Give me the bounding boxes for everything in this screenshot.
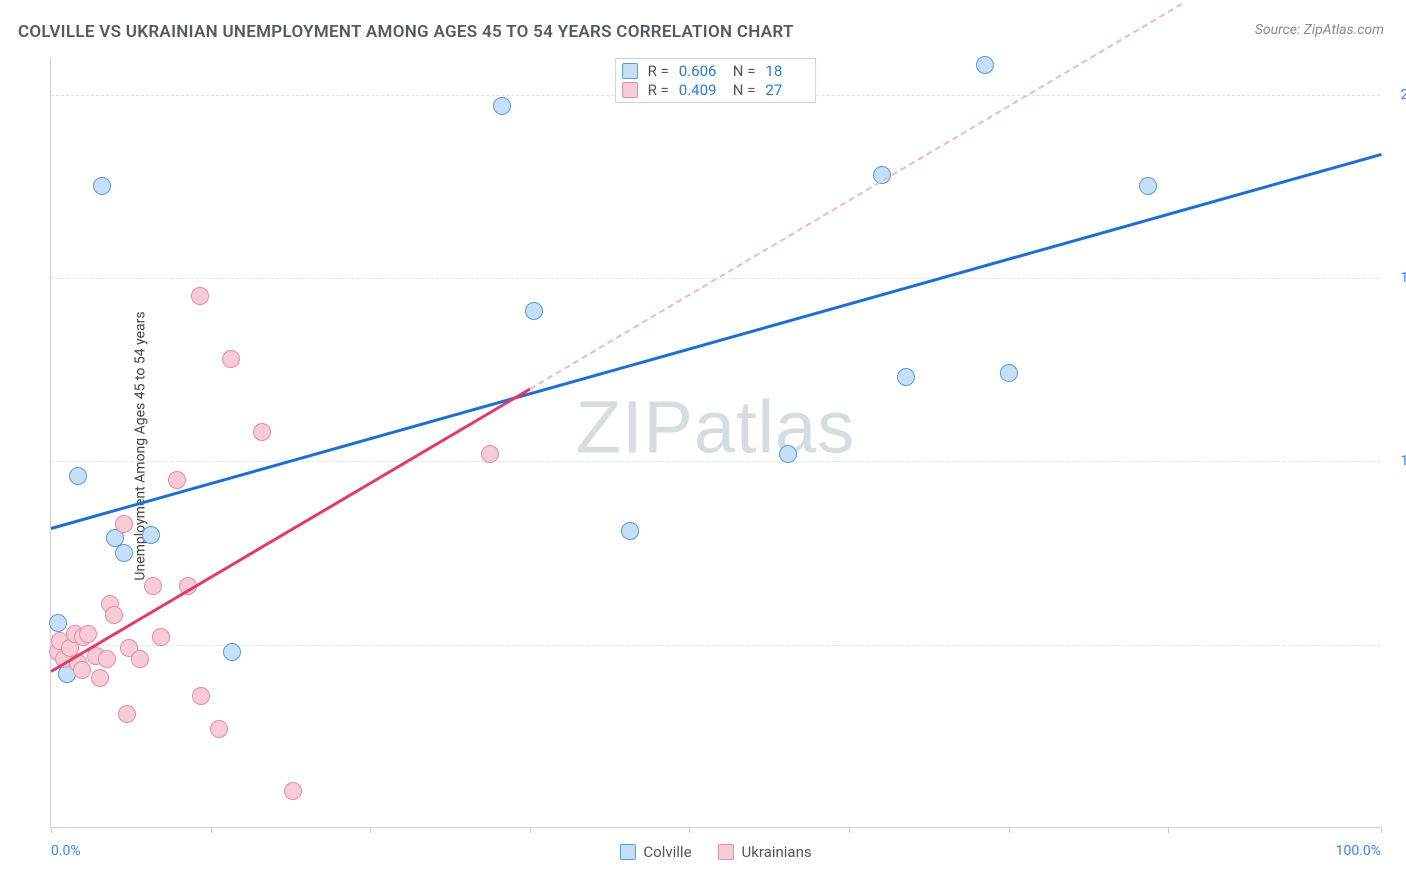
data-point bbox=[93, 177, 111, 195]
x-tick bbox=[849, 827, 850, 833]
x-tick bbox=[370, 827, 371, 833]
stat-r-value: 0.409 bbox=[679, 81, 723, 99]
legend-swatch bbox=[622, 82, 638, 98]
stat-n-value: 18 bbox=[765, 62, 809, 80]
x-tick-label: 100.0% bbox=[1336, 843, 1381, 859]
gridline bbox=[51, 461, 1380, 462]
legend-swatch bbox=[619, 844, 635, 860]
data-point bbox=[897, 368, 915, 386]
y-tick-label: 15.0% bbox=[1400, 270, 1406, 286]
stat-r-value: 0.606 bbox=[679, 62, 723, 80]
chart-header: COLVILLE VS UKRAINIAN UNEMPLOYMENT AMONG… bbox=[18, 22, 1384, 42]
stat-label: R = bbox=[648, 81, 669, 99]
data-point bbox=[223, 643, 241, 661]
data-point bbox=[131, 650, 149, 668]
data-point bbox=[115, 544, 133, 562]
source-attribution: Source: ZipAtlas.com bbox=[1255, 22, 1384, 38]
stat-label: N = bbox=[733, 81, 756, 99]
data-point bbox=[91, 669, 109, 687]
legend-swatch bbox=[622, 63, 638, 79]
watermark-light: atlas bbox=[694, 386, 855, 469]
data-point bbox=[481, 445, 499, 463]
data-point bbox=[115, 515, 133, 533]
data-point bbox=[118, 705, 136, 723]
legend-swatch bbox=[718, 844, 734, 860]
legend-label: Colville bbox=[643, 843, 691, 861]
stat-n-value: 27 bbox=[765, 81, 809, 99]
trend-line bbox=[51, 153, 1382, 530]
x-tick bbox=[530, 827, 531, 833]
series-legend: Colville Ukrainians bbox=[619, 843, 811, 861]
watermark-bold: ZIP bbox=[576, 386, 694, 469]
x-tick-label: 0.0% bbox=[51, 843, 81, 859]
x-tick bbox=[1009, 827, 1010, 833]
stat-label: N = bbox=[733, 62, 756, 80]
stat-label: R = bbox=[648, 62, 669, 80]
data-point bbox=[69, 467, 87, 485]
x-tick bbox=[211, 827, 212, 833]
data-point bbox=[79, 625, 97, 643]
data-point bbox=[525, 302, 543, 320]
data-point bbox=[284, 782, 302, 800]
legend-item: Ukrainians bbox=[718, 843, 812, 861]
legend-label: Ukrainians bbox=[742, 843, 812, 861]
data-point bbox=[152, 628, 170, 646]
legend-item: Colville bbox=[619, 843, 691, 861]
x-tick bbox=[51, 827, 52, 833]
data-point bbox=[142, 526, 160, 544]
stats-legend: R = 0.606 N = 18 R = 0.409 N = 27 bbox=[615, 58, 817, 103]
plot-area: ZIPatlas 5.0%10.0%15.0%20.0%0.0%100.0%R … bbox=[50, 58, 1380, 828]
chart-title: COLVILLE VS UKRAINIAN UNEMPLOYMENT AMONG… bbox=[18, 22, 794, 42]
y-tick-label: 20.0% bbox=[1400, 87, 1406, 103]
x-tick bbox=[1168, 827, 1169, 833]
data-point bbox=[168, 471, 186, 489]
stats-row: R = 0.606 N = 18 bbox=[622, 62, 810, 80]
data-point bbox=[976, 56, 994, 74]
stats-row: R = 0.409 N = 27 bbox=[622, 81, 810, 99]
data-point bbox=[493, 97, 511, 115]
data-point bbox=[210, 720, 228, 738]
y-tick-label: 10.0% bbox=[1400, 453, 1406, 469]
data-point bbox=[1000, 364, 1018, 382]
gridline bbox=[51, 645, 1380, 646]
data-point bbox=[621, 522, 639, 540]
data-point bbox=[98, 650, 116, 668]
data-point bbox=[144, 577, 162, 595]
data-point bbox=[49, 614, 67, 632]
x-tick bbox=[1381, 827, 1382, 833]
data-point bbox=[191, 287, 209, 305]
data-point bbox=[105, 606, 123, 624]
watermark: ZIPatlas bbox=[576, 385, 855, 470]
data-point bbox=[779, 445, 797, 463]
data-point bbox=[253, 423, 271, 441]
data-point bbox=[192, 687, 210, 705]
data-point bbox=[1139, 177, 1157, 195]
data-point bbox=[73, 661, 91, 679]
data-point bbox=[222, 350, 240, 368]
x-tick bbox=[689, 827, 690, 833]
